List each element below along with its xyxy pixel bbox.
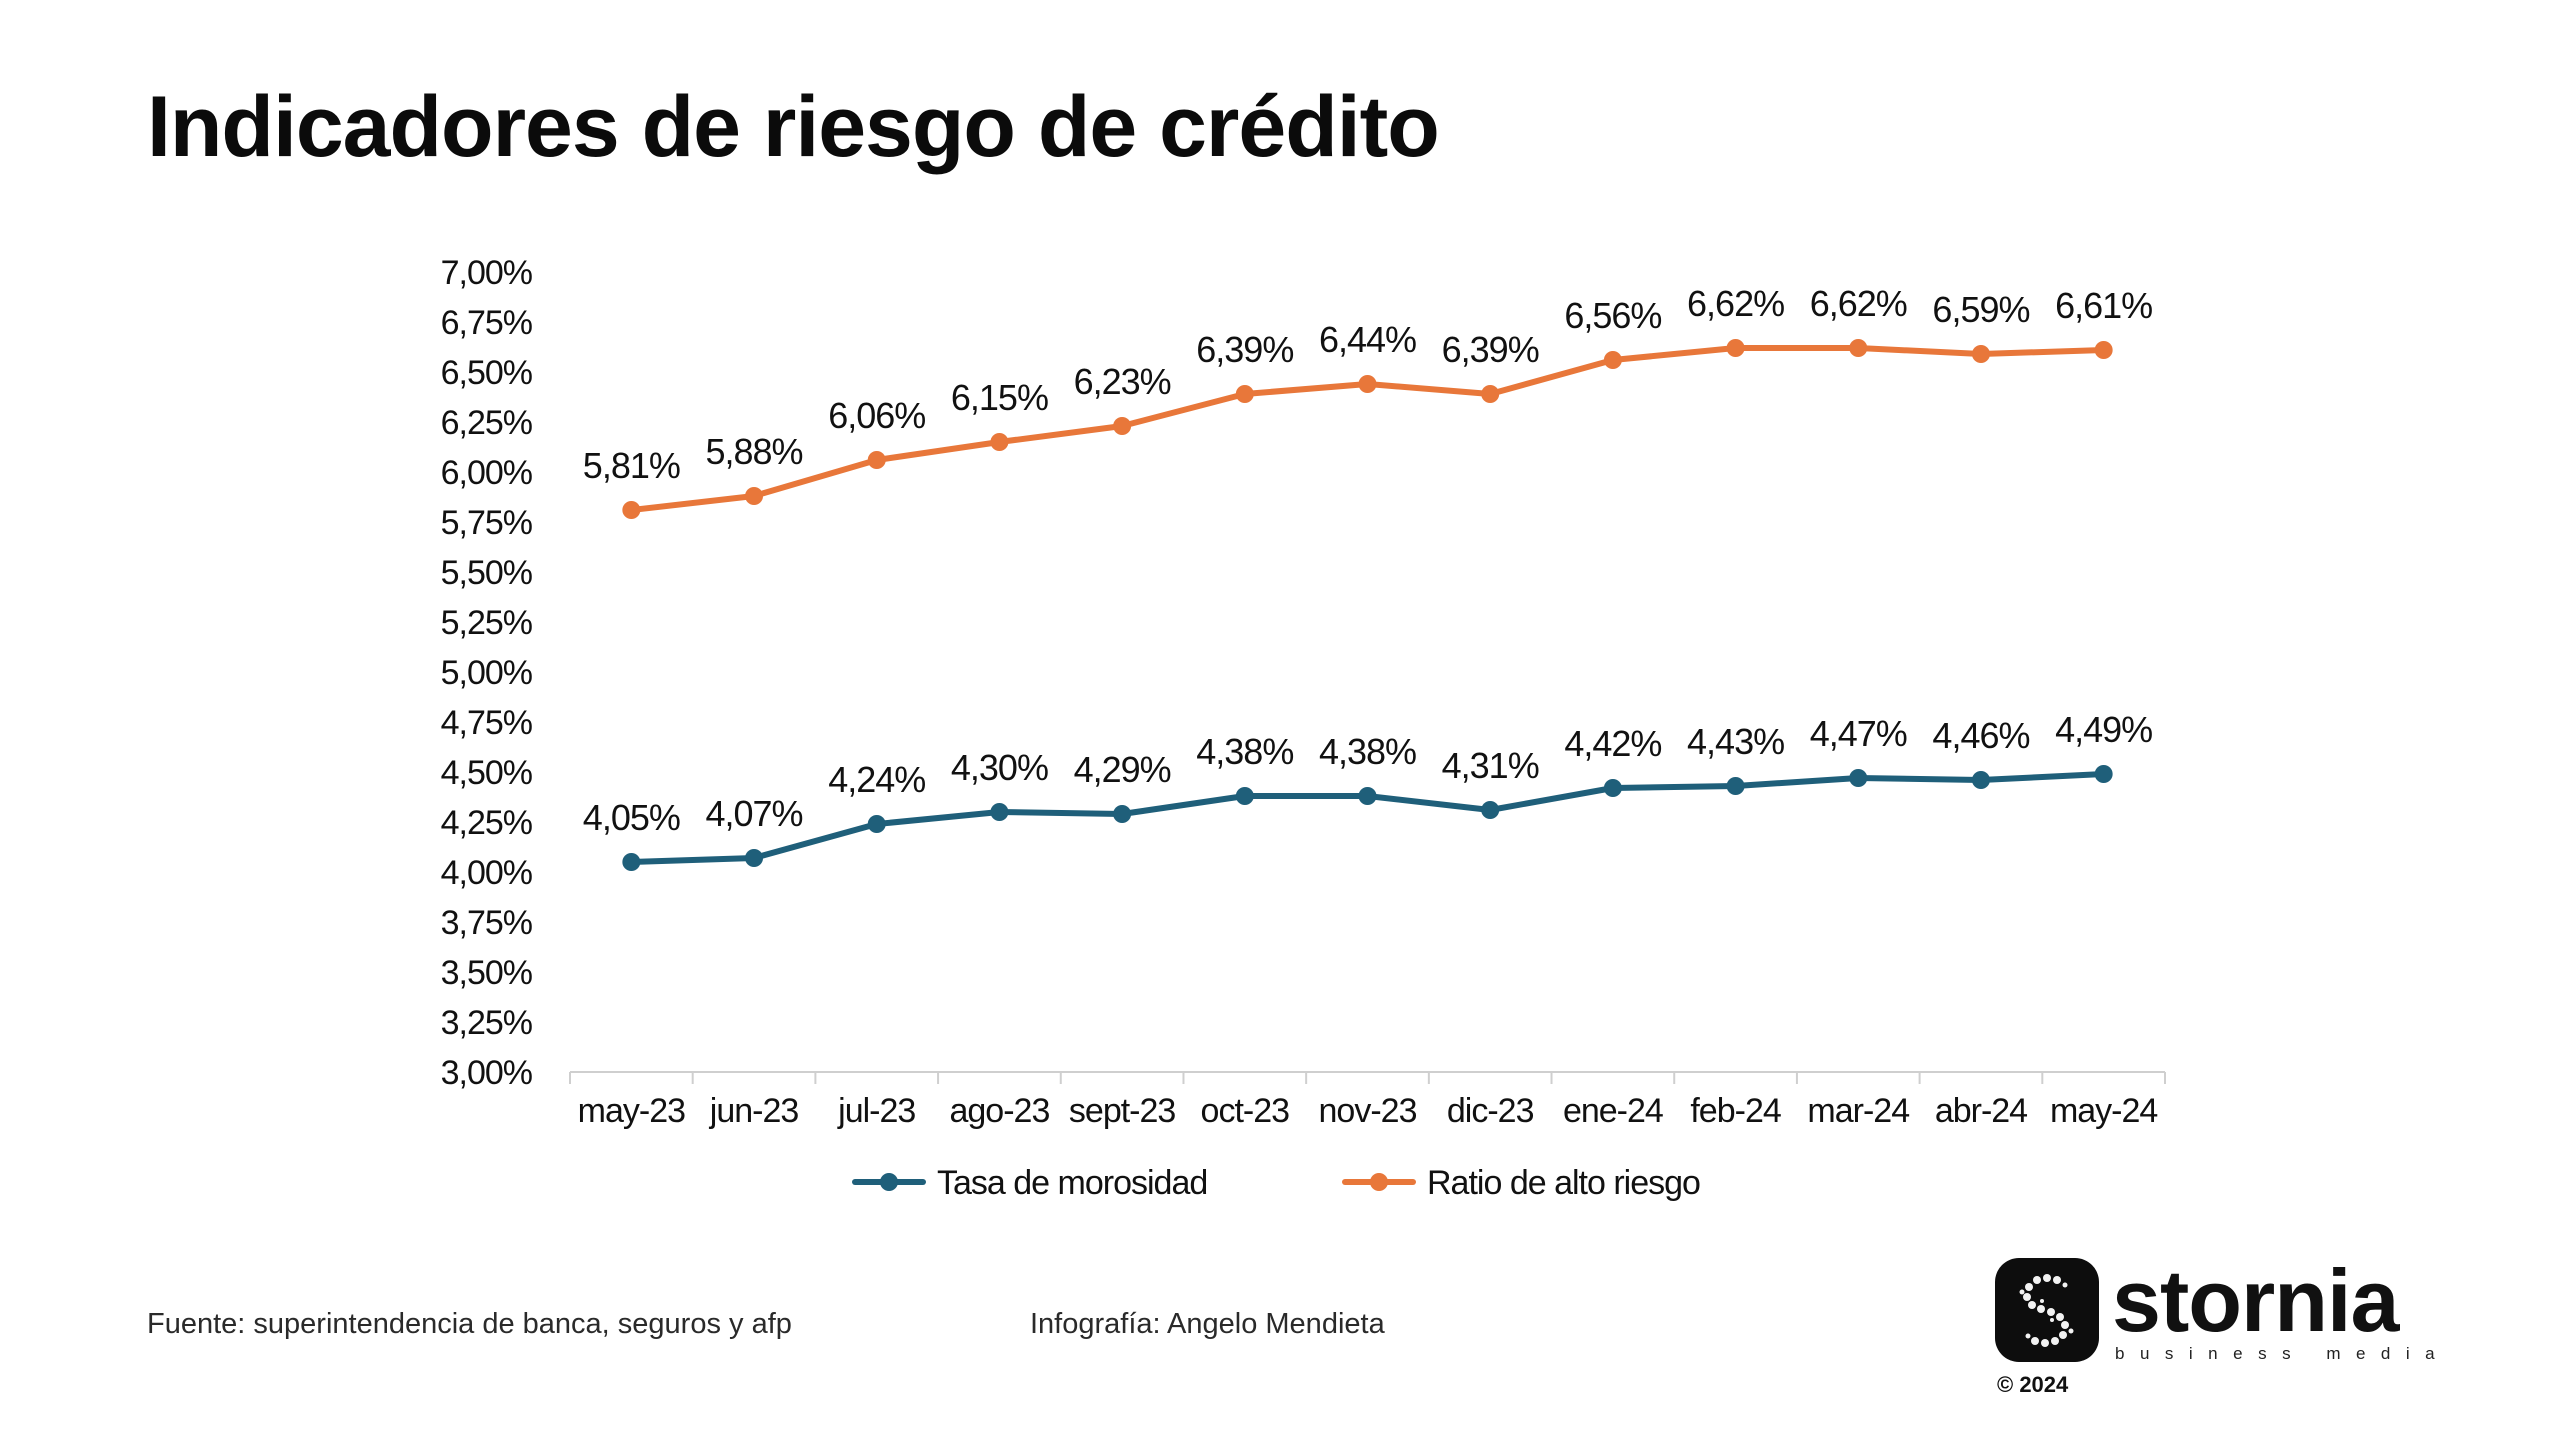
y-tick-label: 5,25% — [441, 604, 533, 642]
data-point — [622, 853, 641, 871]
data-point — [1603, 351, 1622, 369]
y-tick-label: 6,25% — [441, 404, 533, 442]
data-point — [745, 849, 764, 867]
y-tick-label: 3,75% — [441, 904, 533, 942]
data-point — [1849, 769, 1868, 787]
legend-label: Ratio de alto riesgo — [1427, 1164, 1700, 1202]
logo-name: stornia — [2112, 1251, 2399, 1350]
data-label: 4,38% — [1196, 731, 1293, 772]
x-tick-label: may-23 — [578, 1092, 685, 1130]
data-point — [1481, 385, 1500, 403]
data-point — [1358, 787, 1377, 805]
x-tick-label: mar-24 — [1807, 1092, 1909, 1130]
data-point — [1971, 345, 1990, 363]
data-label: 6,44% — [1319, 319, 1416, 360]
data-point — [2094, 765, 2113, 783]
copyright: © 2024 — [1997, 1372, 2069, 1397]
x-tick-label: dic-23 — [1447, 1092, 1534, 1130]
data-label: 4,38% — [1319, 731, 1416, 772]
data-label: 4,42% — [1564, 723, 1661, 764]
brand-logo: stornia business media © 2024 — [1995, 1251, 2455, 1398]
data-label: 4,24% — [828, 759, 925, 800]
data-label: 5,88% — [705, 431, 802, 472]
y-tick-label: 4,25% — [441, 804, 533, 842]
y-tick-label: 4,75% — [441, 704, 533, 742]
data-label: 6,62% — [1687, 283, 1784, 324]
data-label: 4,30% — [951, 747, 1048, 788]
data-label: 6,62% — [1810, 283, 1907, 324]
data-label: 6,61% — [2055, 285, 2152, 326]
data-point — [1235, 787, 1254, 805]
x-tick-label: feb-24 — [1690, 1092, 1780, 1130]
source-note: Fuente: superintendencia de banca, segur… — [147, 1308, 792, 1340]
y-tick-label: 3,00% — [441, 1054, 533, 1092]
data-point — [1358, 375, 1377, 393]
x-tick-label: jul-23 — [837, 1092, 915, 1130]
y-tick-label: 6,00% — [441, 454, 533, 492]
data-label: 4,05% — [583, 797, 680, 838]
data-point — [2094, 341, 2113, 359]
data-point — [1235, 385, 1254, 403]
data-label: 4,49% — [2055, 709, 2152, 750]
y-tick-label: 5,75% — [441, 504, 533, 542]
legend-marker — [1370, 1173, 1388, 1191]
data-label: 6,59% — [1932, 289, 2029, 330]
page-title: Indicadores de riesgo de crédito — [147, 79, 1440, 175]
data-point — [867, 815, 886, 833]
y-tick-label: 3,25% — [441, 1004, 533, 1042]
data-point — [1849, 339, 1868, 357]
data-label: 4,43% — [1687, 721, 1784, 762]
credit-note: Infografía: Angelo Mendieta — [1030, 1308, 1385, 1340]
data-label: 4,47% — [1810, 713, 1907, 754]
y-tick-label: 5,00% — [441, 654, 533, 692]
y-tick-label: 7,00% — [441, 254, 533, 292]
data-point — [1481, 801, 1500, 819]
data-point — [1726, 339, 1745, 357]
stornia-s-icon — [1995, 1258, 2099, 1362]
x-tick-label: sept-23 — [1069, 1092, 1175, 1130]
x-tick-label: nov-23 — [1319, 1092, 1417, 1130]
x-tick-label: jun-23 — [709, 1092, 799, 1130]
x-tick-label: may-24 — [2050, 1092, 2157, 1130]
y-tick-label: 3,50% — [441, 954, 533, 992]
data-label: 6,23% — [1074, 361, 1171, 402]
data-label: 6,15% — [951, 377, 1048, 418]
data-point — [1113, 417, 1132, 435]
x-tick-label: abr-24 — [1935, 1092, 2027, 1130]
logo-tagline: business media — [2115, 1344, 2451, 1363]
data-point — [745, 487, 764, 505]
legend-label: Tasa de morosidad — [937, 1164, 1207, 1202]
data-label: 6,56% — [1564, 295, 1661, 336]
data-label: 4,07% — [705, 793, 802, 834]
x-tick-label: oct-23 — [1201, 1092, 1290, 1130]
data-point — [1603, 779, 1622, 797]
data-label: 4,29% — [1074, 749, 1171, 790]
data-label: 4,31% — [1442, 745, 1539, 786]
data-label: 6,39% — [1442, 329, 1539, 370]
data-point — [867, 451, 886, 469]
data-label: 6,06% — [828, 395, 925, 436]
data-label: 4,46% — [1932, 715, 2029, 756]
y-tick-label: 4,00% — [441, 854, 533, 892]
data-point — [1971, 771, 1990, 789]
y-tick-label: 6,50% — [441, 354, 533, 392]
x-tick-label: ago-23 — [949, 1092, 1049, 1130]
data-point — [1726, 777, 1745, 795]
data-point — [1113, 805, 1132, 823]
data-point — [990, 803, 1009, 821]
data-point — [622, 501, 641, 519]
x-tick-label: ene-24 — [1563, 1092, 1663, 1130]
data-point — [990, 433, 1009, 451]
y-tick-label: 4,50% — [441, 754, 533, 792]
legend-marker — [880, 1173, 898, 1191]
data-label: 5,81% — [583, 445, 680, 486]
data-label: 6,39% — [1196, 329, 1293, 370]
y-tick-label: 6,75% — [441, 304, 533, 342]
y-tick-label: 5,50% — [441, 554, 533, 592]
